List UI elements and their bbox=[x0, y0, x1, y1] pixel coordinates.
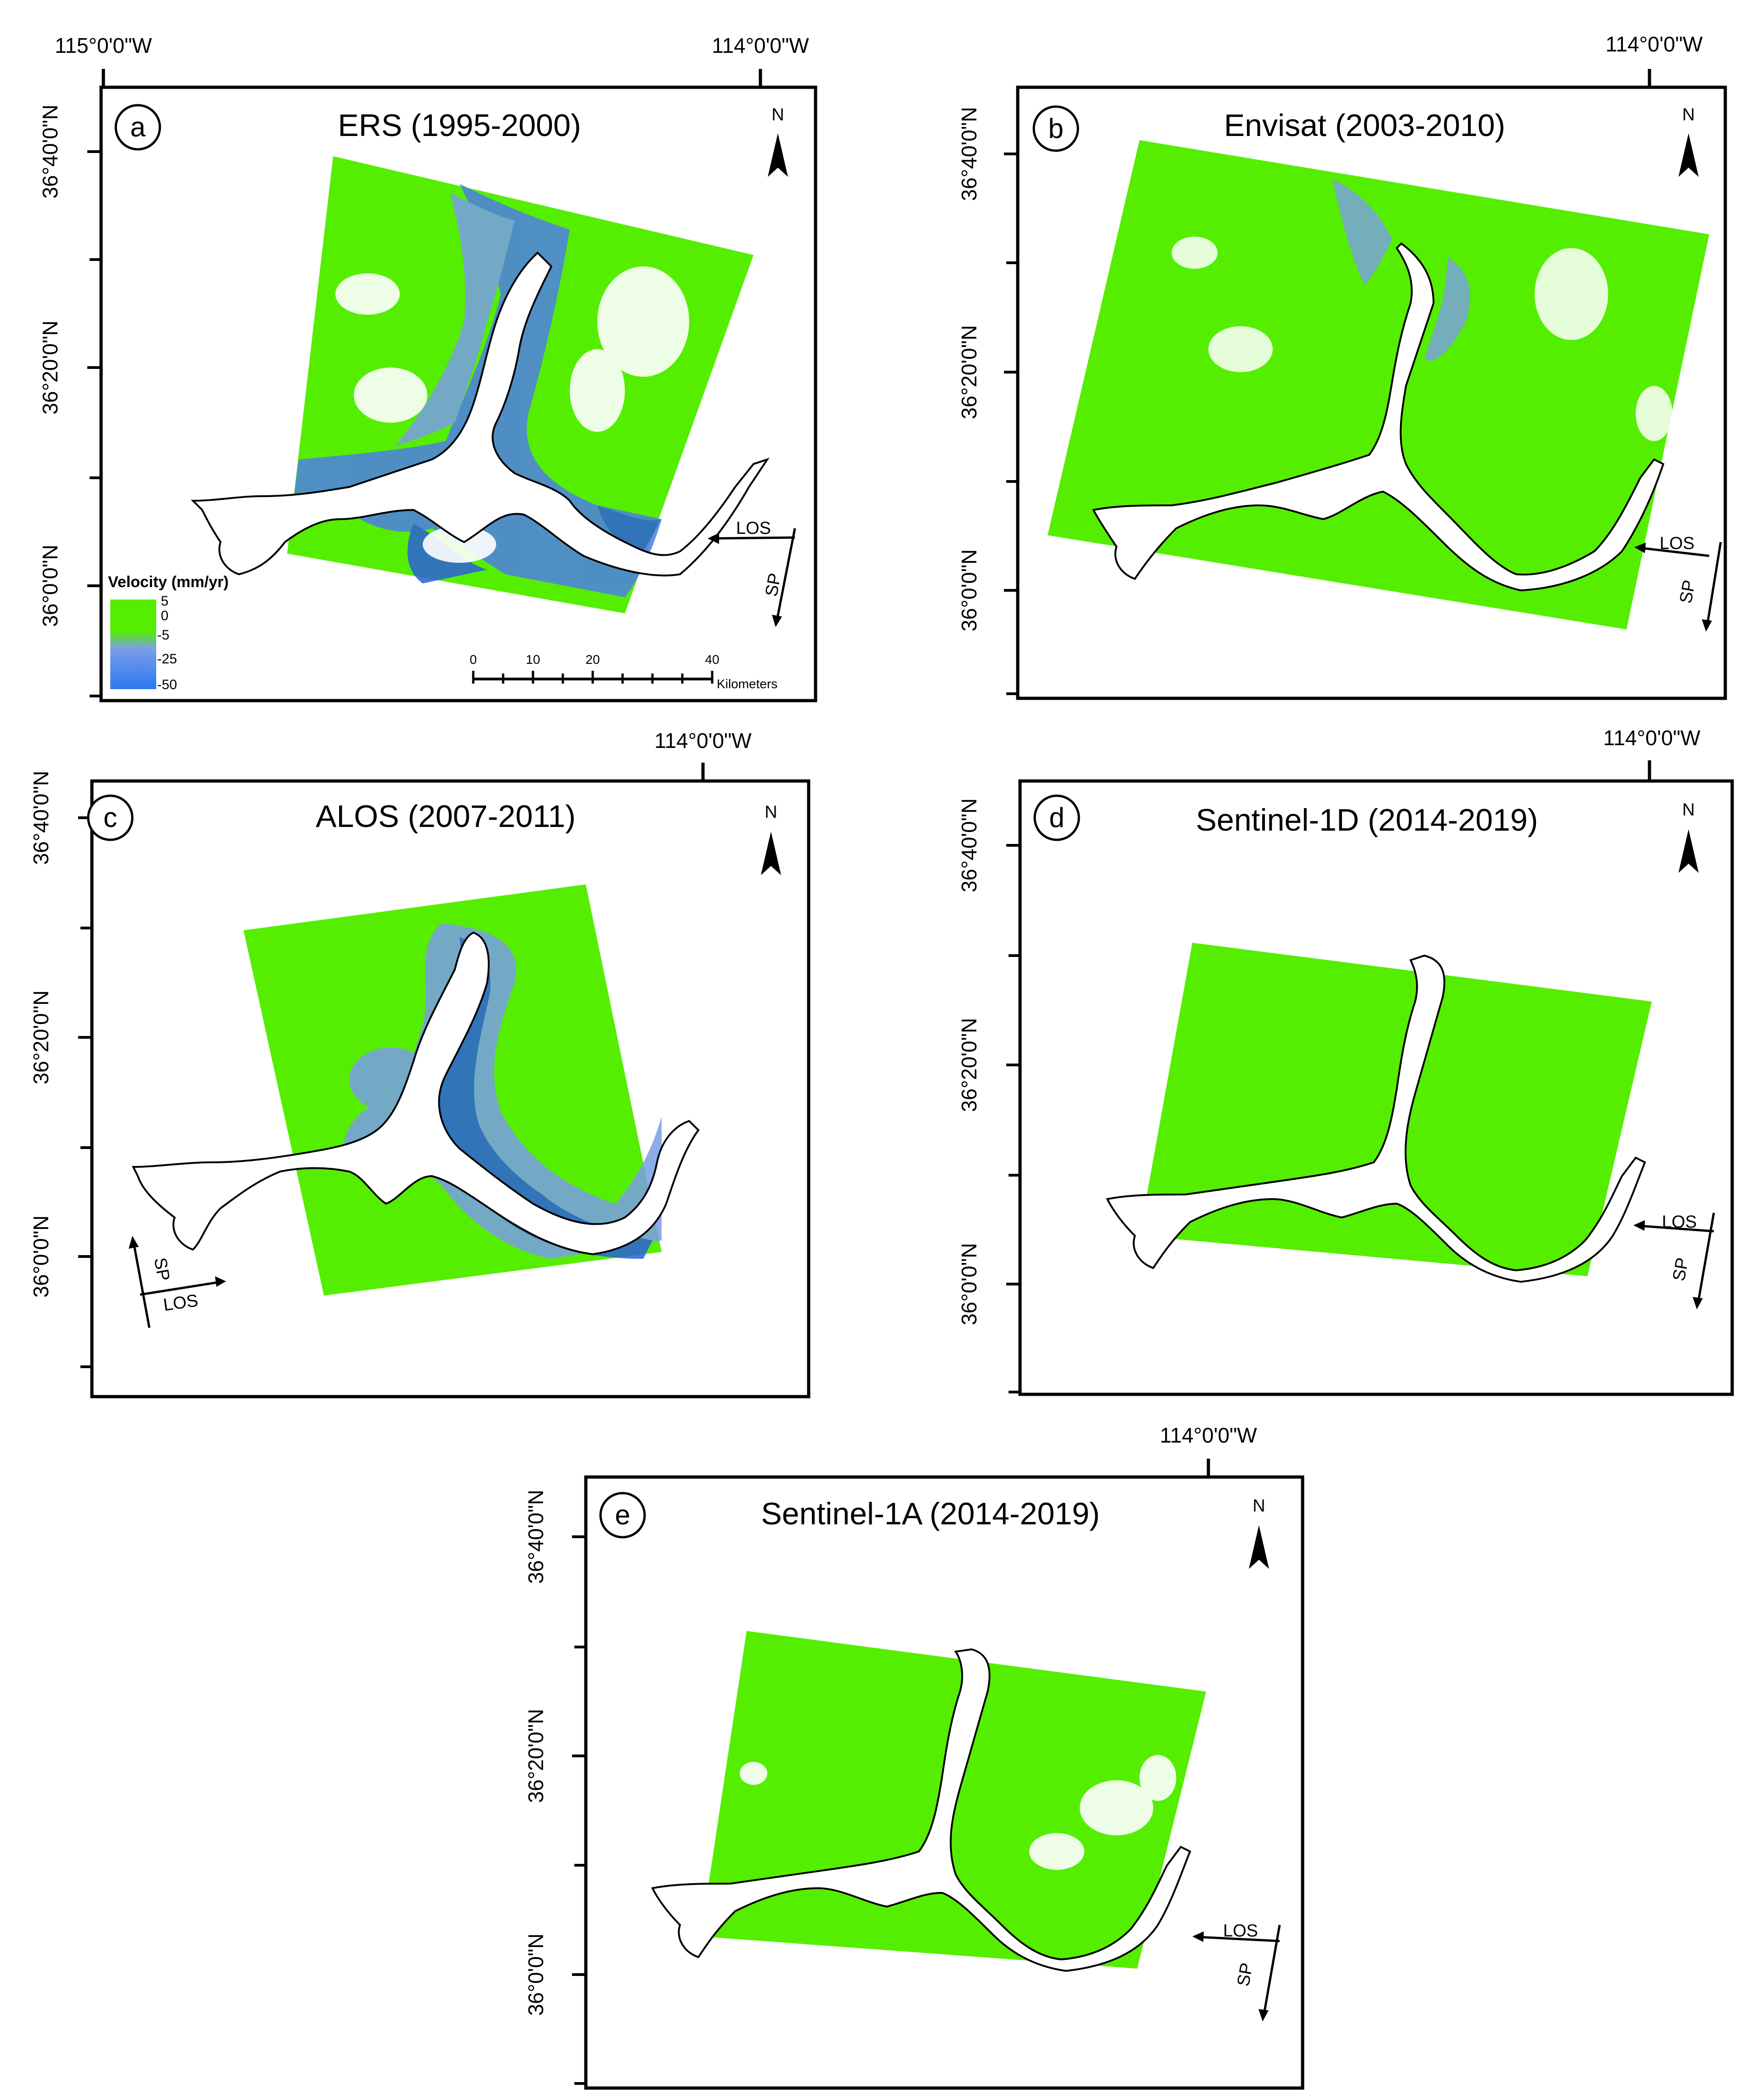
scalebar-tick-40: 40 bbox=[705, 652, 719, 667]
panel-letter-circle bbox=[1033, 794, 1080, 841]
lon-label-114: 114°0'0"W bbox=[654, 729, 752, 753]
legend-colorbar bbox=[110, 600, 156, 689]
lat-label-3600: 36°0'0"N bbox=[957, 549, 981, 631]
scalebar-tick-20: 20 bbox=[585, 652, 600, 667]
los-label: LOS bbox=[1223, 1921, 1258, 1941]
lat-label-3640: 36°40'0"N bbox=[29, 771, 53, 865]
map-frame bbox=[1016, 85, 1727, 700]
velocity-raster bbox=[244, 884, 662, 1296]
north-label: N bbox=[1682, 105, 1695, 125]
north-label: N bbox=[765, 803, 777, 822]
lake-outline bbox=[131, 931, 700, 1256]
legend-tick-neg25: -25 bbox=[157, 651, 177, 667]
panel-letter: a bbox=[130, 112, 146, 142]
map-frame bbox=[90, 779, 810, 1398]
lon-label-114: 114°0'0"W bbox=[1605, 32, 1703, 56]
legend-tick-neg50: -50 bbox=[157, 677, 177, 692]
subsidence-zones bbox=[344, 923, 662, 1259]
lat-label-3640: 36°40'0"N bbox=[38, 105, 62, 199]
sp-label: SP bbox=[1676, 578, 1699, 605]
map-frame bbox=[1018, 779, 1734, 1396]
scalebar-tick-10: 10 bbox=[526, 652, 540, 667]
velocity-raster bbox=[1048, 140, 1709, 629]
panel-letter-circle bbox=[87, 794, 134, 841]
sp-label: SP bbox=[150, 1256, 173, 1282]
north-arrow-icon bbox=[1678, 133, 1699, 177]
los-label: LOS bbox=[736, 519, 771, 538]
panel-title: Sentinel-1D (2014-2019) bbox=[1196, 803, 1538, 838]
lake-outline bbox=[1106, 954, 1646, 1283]
lake-outline bbox=[1092, 242, 1665, 592]
legend-tick-0: 0 bbox=[161, 608, 169, 623]
subsidence-zones bbox=[294, 184, 662, 597]
north-arrow-icon bbox=[1678, 829, 1699, 873]
lat-label-3640: 36°40'0"N bbox=[957, 107, 981, 201]
panel-letter: d bbox=[1049, 802, 1064, 833]
north-arrow-icon bbox=[761, 832, 781, 875]
scalebar-tick-0: 0 bbox=[470, 652, 477, 667]
lat-label-3620: 36°20'0"N bbox=[957, 325, 981, 419]
lake-outline bbox=[651, 1648, 1191, 1972]
lat-label-3600: 36°0'0"N bbox=[957, 1243, 981, 1325]
panel-title: ALOS (2007-2011) bbox=[316, 799, 576, 834]
panel-title: Envisat (2003-2010) bbox=[1224, 108, 1505, 143]
lat-label-3640: 36°40'0"N bbox=[524, 1490, 548, 1584]
map-frame bbox=[99, 85, 817, 702]
sp-label: SP bbox=[1669, 1256, 1692, 1282]
velocity-raster bbox=[701, 1631, 1206, 1969]
los-label: LOS bbox=[1660, 534, 1695, 553]
lon-label-115: 115°0'0"W bbox=[55, 34, 152, 57]
lat-label-3600: 36°0'0"N bbox=[524, 1933, 548, 2015]
velocity-raster bbox=[287, 156, 754, 613]
sp-label: SP bbox=[1234, 1961, 1257, 1987]
panel-letter: e bbox=[615, 1500, 630, 1530]
legend-tick-neg5: -5 bbox=[157, 628, 170, 643]
north-label: N bbox=[771, 105, 784, 125]
lat-label-3600: 36°0'0"N bbox=[38, 544, 62, 627]
panel-letter-circle bbox=[1032, 105, 1079, 152]
north-arrow-icon bbox=[768, 133, 788, 177]
lat-label-3620: 36°20'0"N bbox=[29, 991, 53, 1085]
legend-tick-5: 5 bbox=[161, 594, 169, 609]
legend-title: Velocity (mm/yr) bbox=[108, 573, 229, 591]
velocity-legend: Velocity (mm/yr) 5 0 -5 -25 -50 bbox=[108, 573, 229, 692]
lon-label-114: 114°0'0"W bbox=[1603, 726, 1700, 750]
lon-label-114: 114°0'0"W bbox=[712, 34, 809, 57]
lat-label-3620: 36°20'0"N bbox=[38, 321, 62, 415]
lake-outline bbox=[191, 251, 770, 577]
sp-label: SP bbox=[762, 572, 785, 598]
lat-label-3640: 36°40'0"N bbox=[957, 798, 981, 893]
panel-letter: c bbox=[103, 802, 117, 833]
north-arrow-icon bbox=[1249, 1525, 1269, 1569]
north-label: N bbox=[1253, 1496, 1265, 1516]
lat-label-3620: 36°20'0"N bbox=[524, 1709, 548, 1803]
panel-title: Sentinel-1A (2014-2019) bbox=[761, 1496, 1100, 1531]
north-label: N bbox=[1682, 800, 1695, 820]
lat-label-3620: 36°20'0"N bbox=[957, 1018, 981, 1112]
map-frame bbox=[584, 1475, 1304, 2090]
los-label: LOS bbox=[162, 1291, 199, 1315]
subsidence-zones bbox=[1332, 179, 1470, 361]
panel-title: ERS (1995-2000) bbox=[338, 108, 581, 143]
panel-letter-circle bbox=[599, 1492, 646, 1539]
panel-letter: b bbox=[1048, 113, 1063, 144]
scalebar: 0 10 20 40 Kilometers bbox=[470, 652, 777, 691]
lat-label-3600: 36°0'0"N bbox=[29, 1215, 53, 1297]
velocity-raster bbox=[1139, 943, 1652, 1276]
panel-letter-circle bbox=[114, 104, 161, 151]
lon-label-114: 114°0'0"W bbox=[1160, 1423, 1257, 1447]
scalebar-unit: Kilometers bbox=[717, 677, 777, 691]
los-label: LOS bbox=[1662, 1212, 1697, 1232]
